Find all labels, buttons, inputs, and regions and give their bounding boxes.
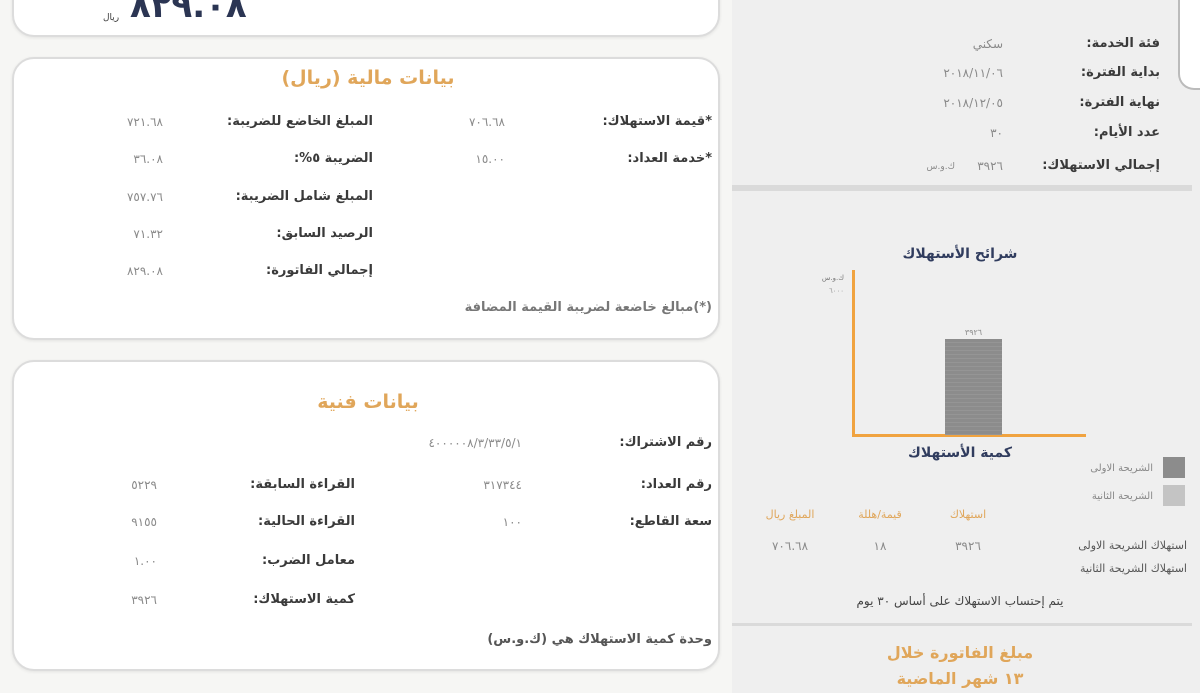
calculation-note: يتم إحتساب الاستهلاك على أساس ٣٠ يوم: [856, 594, 1064, 608]
technical-value: ٥٢٢٩: [131, 478, 157, 492]
tier-header: استهلاك: [949, 508, 987, 521]
service-value: ٢٠١٨/١١/٠٦: [943, 66, 1003, 80]
chart-title: شرائح الأستهلاك: [902, 246, 1018, 262]
x-axis-label: كمية الأستهلاك: [907, 445, 1013, 461]
financial-label: الرصيد السابق:: [276, 226, 373, 241]
subscription-value: ٤٠٠٠٠٠٨/٣/٣٣/٥/١: [428, 436, 522, 450]
financial-panel: [12, 57, 720, 340]
financial-footnote: (*)مبالغ خاضعة لضريبة القيمة المضافة: [464, 300, 712, 315]
technical-label: القراءة السابقة:: [250, 477, 355, 492]
financial-value: ٧٥٧.٧٦: [126, 190, 163, 204]
history-title-line2: ١٣ شهر الماضية: [896, 669, 1024, 688]
tier-consumption: ٣٩٢٦: [955, 539, 981, 553]
financial-label: *خدمة العداد:: [627, 151, 712, 166]
financial-value: ٧١.٣٢: [133, 227, 163, 241]
financial-value: ١٥.٠٠: [475, 152, 505, 166]
tier-amount: ٧٠٦.٦٨: [771, 539, 809, 553]
service-value: ٢٠١٨/١٢/٠٥: [943, 96, 1003, 110]
financial-value: ٣٦.٠٨: [133, 152, 163, 166]
technical-footnote: وحدة كمية الاستهلاك هي (ك.و.س): [487, 632, 712, 647]
technical-value: ١٠٠: [502, 515, 522, 529]
subscription-label: رقم الاشتراك:: [619, 435, 712, 450]
service-label: إجمالي الاستهلاك:: [1042, 158, 1160, 173]
technical-title: بيانات فنية: [317, 391, 419, 413]
financial-value: ٧٢١.٦٨: [126, 115, 163, 129]
legend-swatch: [1163, 457, 1185, 478]
tier-header: قيمة/هللة: [858, 508, 902, 521]
service-label: عدد الأيام:: [1093, 125, 1160, 140]
x-axis: [852, 434, 1086, 437]
financial-value: ٨٢٩.٠٨: [126, 264, 163, 278]
financial-label: الضريبة ٥%:: [293, 151, 373, 166]
technical-label: سعة القاطع:: [629, 514, 712, 529]
divider: [732, 185, 1192, 191]
legend-swatch: [1163, 485, 1185, 506]
technical-value: ٣٩٢٦: [131, 593, 157, 607]
technical-value: ٣١٧٣٤٤: [483, 478, 522, 492]
tier-header: المبلغ ريال: [765, 508, 815, 521]
service-label: نهاية الفترة:: [1079, 95, 1160, 110]
technical-value: ٩١٥٥: [131, 515, 157, 529]
financial-value: ٧٠٦.٦٨: [468, 115, 505, 129]
legend-label: الشريحة الثانية: [1091, 491, 1153, 502]
service-label: فئة الخدمة:: [1086, 36, 1160, 51]
y-axis: [852, 270, 855, 437]
service-unit: ك.و.س: [926, 162, 955, 172]
tier-row-label: استهلاك الشريحة الاولى: [1078, 539, 1187, 552]
technical-label: كمية الاستهلاك:: [253, 592, 355, 607]
service-value: سكني: [972, 37, 1003, 51]
service-label: بداية الفترة:: [1080, 65, 1160, 80]
financial-label: المبلغ الخاضع للضريبة:: [227, 114, 373, 129]
technical-label: رقم العداد:: [640, 477, 712, 492]
tier-row-label: استهلاك الشريحة الثانية: [1080, 562, 1187, 575]
y-tick-label: ٦٠٠٠: [828, 287, 844, 295]
bar-value-label: ٣٩٢٦: [964, 328, 983, 338]
financial-label: المبلغ شامل الضريبة:: [235, 189, 373, 204]
total-amount-panel: [12, 0, 720, 37]
divider: [732, 623, 1192, 626]
card-frame: [1178, 0, 1200, 90]
financial-label: *قيمة الاستهلاك:: [602, 114, 712, 129]
y-axis-label: ك.و.س: [821, 274, 844, 282]
technical-label: معامل الضرب:: [262, 553, 355, 568]
technical-panel: [12, 360, 720, 671]
financial-title: بيانات مالية (ريال): [281, 67, 455, 89]
technical-label: القراءة الحالية:: [258, 514, 355, 529]
legend-label: الشريحة الاولى: [1090, 463, 1153, 474]
financial-label: إجمالي الفاتورة:: [266, 263, 373, 278]
service-value: ٣٩٢٦: [977, 159, 1003, 173]
total-amount: ٨٢٩.٠٨: [130, 0, 247, 26]
technical-value: ١.٠٠: [133, 554, 157, 568]
history-title-line1: مبلغ الفاتورة خلال: [886, 643, 1034, 662]
currency-label: ريال: [103, 13, 120, 23]
service-value: ٣٠: [990, 126, 1003, 140]
bar: [945, 339, 1002, 435]
tier-rate: ١٨: [873, 539, 887, 553]
